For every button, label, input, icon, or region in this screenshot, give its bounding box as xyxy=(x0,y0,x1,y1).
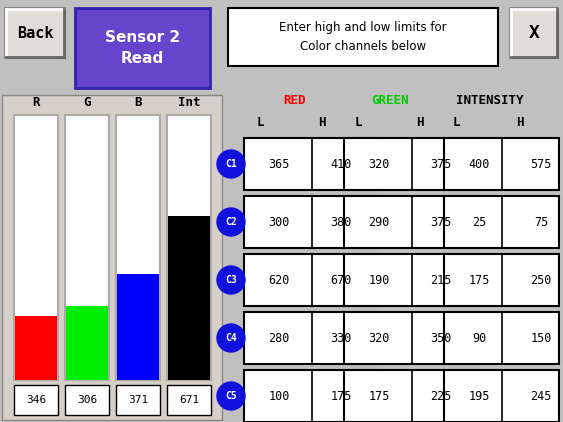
Circle shape xyxy=(217,208,245,236)
Bar xyxy=(444,254,559,306)
Text: 175: 175 xyxy=(368,390,390,403)
Text: 90: 90 xyxy=(472,332,486,344)
Text: 250: 250 xyxy=(530,273,552,287)
Text: 190: 190 xyxy=(368,273,390,287)
Bar xyxy=(344,196,480,248)
Bar xyxy=(344,312,480,364)
Text: 410: 410 xyxy=(330,157,352,170)
Text: L: L xyxy=(354,116,362,129)
Bar xyxy=(167,115,211,380)
Text: C3: C3 xyxy=(225,275,237,285)
Text: 225: 225 xyxy=(430,390,452,403)
Text: 175: 175 xyxy=(330,390,352,403)
Text: 346: 346 xyxy=(26,395,46,405)
Text: B: B xyxy=(134,97,142,109)
Text: 215: 215 xyxy=(430,273,452,287)
Text: R: R xyxy=(32,97,40,109)
Text: RED: RED xyxy=(284,94,306,106)
Text: 25: 25 xyxy=(472,216,486,228)
Text: C1: C1 xyxy=(225,159,237,169)
Text: 195: 195 xyxy=(468,390,490,403)
Bar xyxy=(228,8,498,66)
Bar xyxy=(444,312,559,364)
Text: 306: 306 xyxy=(77,395,97,405)
Bar xyxy=(510,8,558,58)
Circle shape xyxy=(217,266,245,294)
Text: 280: 280 xyxy=(269,332,290,344)
Circle shape xyxy=(217,150,245,178)
Text: 380: 380 xyxy=(330,216,352,228)
Bar xyxy=(444,370,559,422)
Text: 175: 175 xyxy=(468,273,490,287)
Text: 400: 400 xyxy=(468,157,490,170)
Text: 320: 320 xyxy=(368,332,390,344)
Text: 350: 350 xyxy=(430,332,452,344)
Bar xyxy=(116,385,160,415)
Bar xyxy=(5,8,65,58)
Bar xyxy=(14,385,58,415)
Bar xyxy=(244,312,380,364)
Text: 671: 671 xyxy=(179,395,199,405)
Bar xyxy=(244,254,380,306)
Bar xyxy=(444,196,559,248)
Text: 100: 100 xyxy=(269,390,290,403)
Text: C5: C5 xyxy=(225,391,237,401)
Bar xyxy=(117,274,159,380)
Bar xyxy=(344,138,480,190)
Bar xyxy=(66,306,108,380)
Text: Back: Back xyxy=(17,25,53,41)
Text: 575: 575 xyxy=(530,157,552,170)
Text: C4: C4 xyxy=(225,333,237,343)
Text: 375: 375 xyxy=(430,157,452,170)
Text: H: H xyxy=(516,116,524,129)
Text: INTENSITY: INTENSITY xyxy=(456,94,524,106)
Text: 320: 320 xyxy=(368,157,390,170)
Text: Enter high and low limits for
Color channels below: Enter high and low limits for Color chan… xyxy=(279,22,447,52)
Bar xyxy=(444,138,559,190)
Bar xyxy=(244,196,380,248)
Bar xyxy=(244,138,380,190)
Text: 620: 620 xyxy=(269,273,290,287)
Text: C2: C2 xyxy=(225,217,237,227)
Bar xyxy=(75,8,210,88)
Text: 300: 300 xyxy=(269,216,290,228)
Bar xyxy=(344,254,480,306)
Bar xyxy=(167,385,211,415)
Circle shape xyxy=(217,324,245,352)
Text: 290: 290 xyxy=(368,216,390,228)
Text: 375: 375 xyxy=(430,216,452,228)
Text: H: H xyxy=(416,116,424,129)
Text: 365: 365 xyxy=(269,157,290,170)
Text: 330: 330 xyxy=(330,332,352,344)
Text: 245: 245 xyxy=(530,390,552,403)
Text: Sensor 2
Read: Sensor 2 Read xyxy=(105,30,180,66)
Text: GREEN: GREEN xyxy=(371,94,409,106)
Text: 150: 150 xyxy=(530,332,552,344)
Bar xyxy=(244,370,380,422)
Text: 670: 670 xyxy=(330,273,352,287)
Bar xyxy=(168,216,210,380)
Bar xyxy=(116,115,160,380)
Text: G: G xyxy=(83,97,91,109)
Bar xyxy=(14,115,58,380)
Text: H: H xyxy=(318,116,326,129)
Text: L: L xyxy=(452,116,460,129)
Circle shape xyxy=(217,382,245,410)
Text: Int: Int xyxy=(178,97,200,109)
Bar xyxy=(2,95,222,420)
Bar xyxy=(15,316,57,380)
Text: L: L xyxy=(256,116,263,129)
Text: 75: 75 xyxy=(534,216,548,228)
Bar xyxy=(344,370,480,422)
Text: X: X xyxy=(529,24,539,42)
Text: 371: 371 xyxy=(128,395,148,405)
Bar xyxy=(65,385,109,415)
Bar xyxy=(65,115,109,380)
